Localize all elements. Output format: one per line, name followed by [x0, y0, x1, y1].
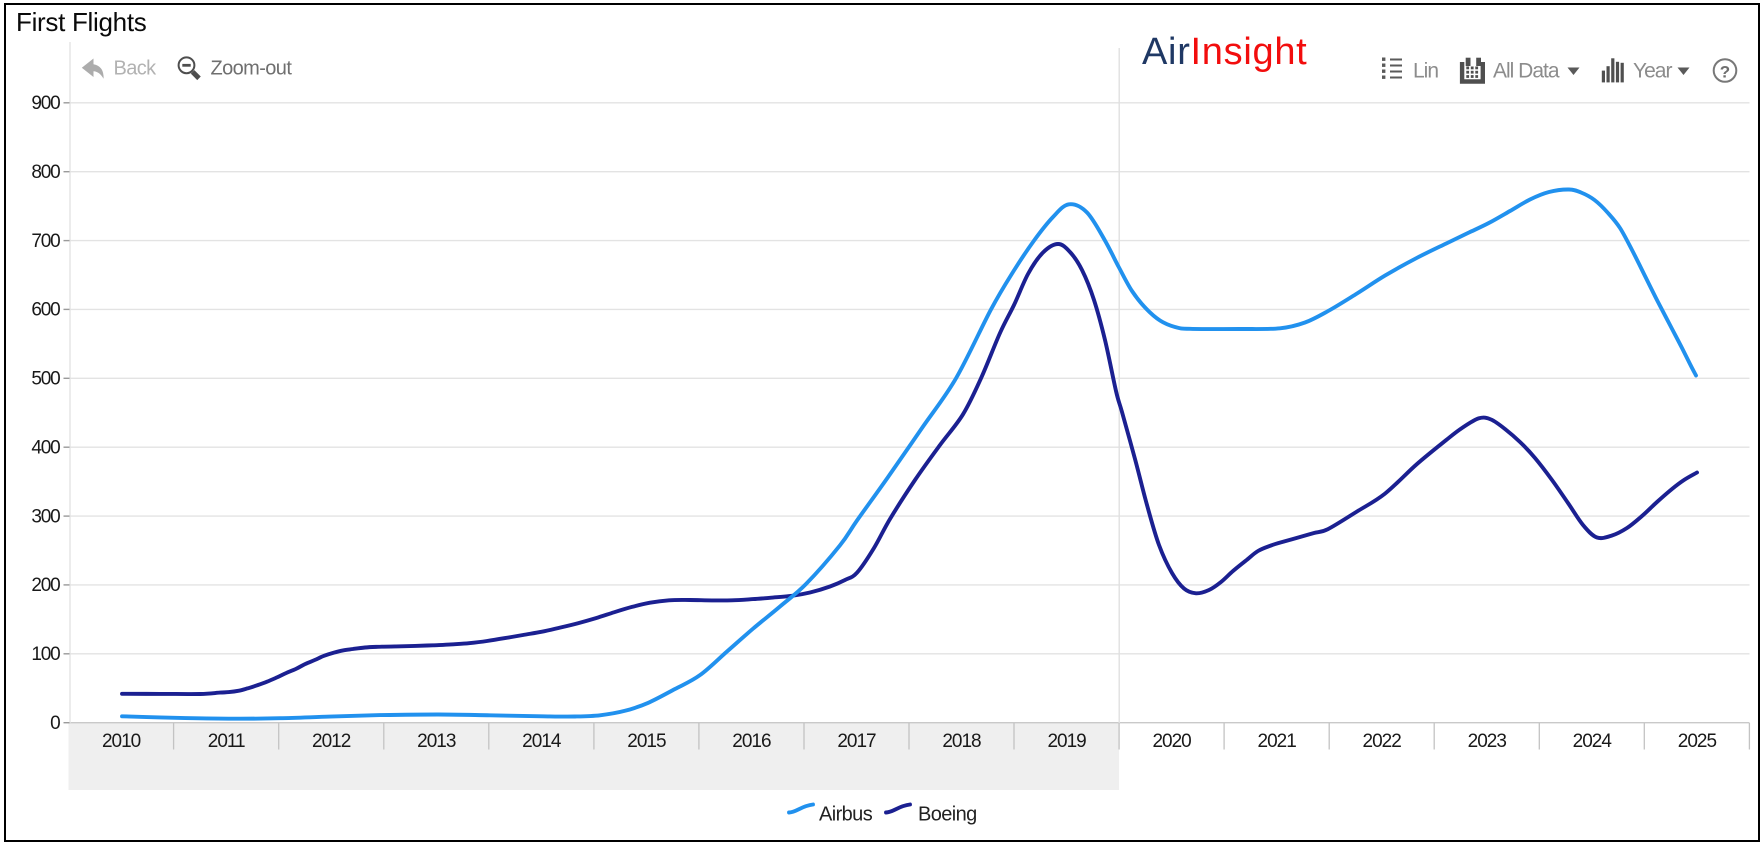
svg-text:Zoom-out: Zoom-out	[211, 58, 293, 80]
svg-text:2020: 2020	[1152, 731, 1191, 752]
svg-text:2013: 2013	[417, 731, 456, 752]
svg-text:2019: 2019	[1047, 731, 1086, 752]
svg-text:?: ?	[1720, 63, 1730, 82]
svg-text:2021: 2021	[1258, 731, 1297, 752]
svg-text:2015: 2015	[627, 731, 666, 752]
svg-text:700: 700	[31, 231, 60, 252]
svg-text:0: 0	[50, 713, 60, 734]
svg-text:400: 400	[31, 437, 60, 458]
svg-text:Back: Back	[114, 58, 158, 80]
svg-text:300: 300	[31, 506, 60, 527]
svg-text:800: 800	[31, 162, 60, 183]
svg-text:100: 100	[31, 644, 60, 665]
svg-text:2014: 2014	[522, 731, 562, 752]
svg-text:500: 500	[31, 369, 60, 390]
svg-text:2010: 2010	[102, 731, 141, 752]
svg-text:2016: 2016	[732, 731, 771, 752]
svg-text:Airbus: Airbus	[819, 804, 873, 826]
svg-text:2022: 2022	[1363, 731, 1402, 752]
svg-text:Lin: Lin	[1413, 60, 1438, 83]
svg-text:600: 600	[31, 300, 60, 321]
svg-text:2017: 2017	[837, 731, 876, 752]
svg-text:900: 900	[31, 93, 60, 114]
svg-text:2024: 2024	[1573, 731, 1613, 752]
svg-text:2025: 2025	[1678, 731, 1717, 752]
svg-text:200: 200	[31, 575, 60, 596]
svg-text:2012: 2012	[312, 731, 351, 752]
svg-text:2023: 2023	[1468, 731, 1507, 752]
svg-text:All Data: All Data	[1493, 60, 1560, 83]
svg-text:Year: Year	[1633, 60, 1672, 83]
svg-text:2011: 2011	[208, 731, 245, 752]
svg-text:2018: 2018	[942, 731, 981, 752]
svg-text:Boeing: Boeing	[918, 804, 977, 826]
